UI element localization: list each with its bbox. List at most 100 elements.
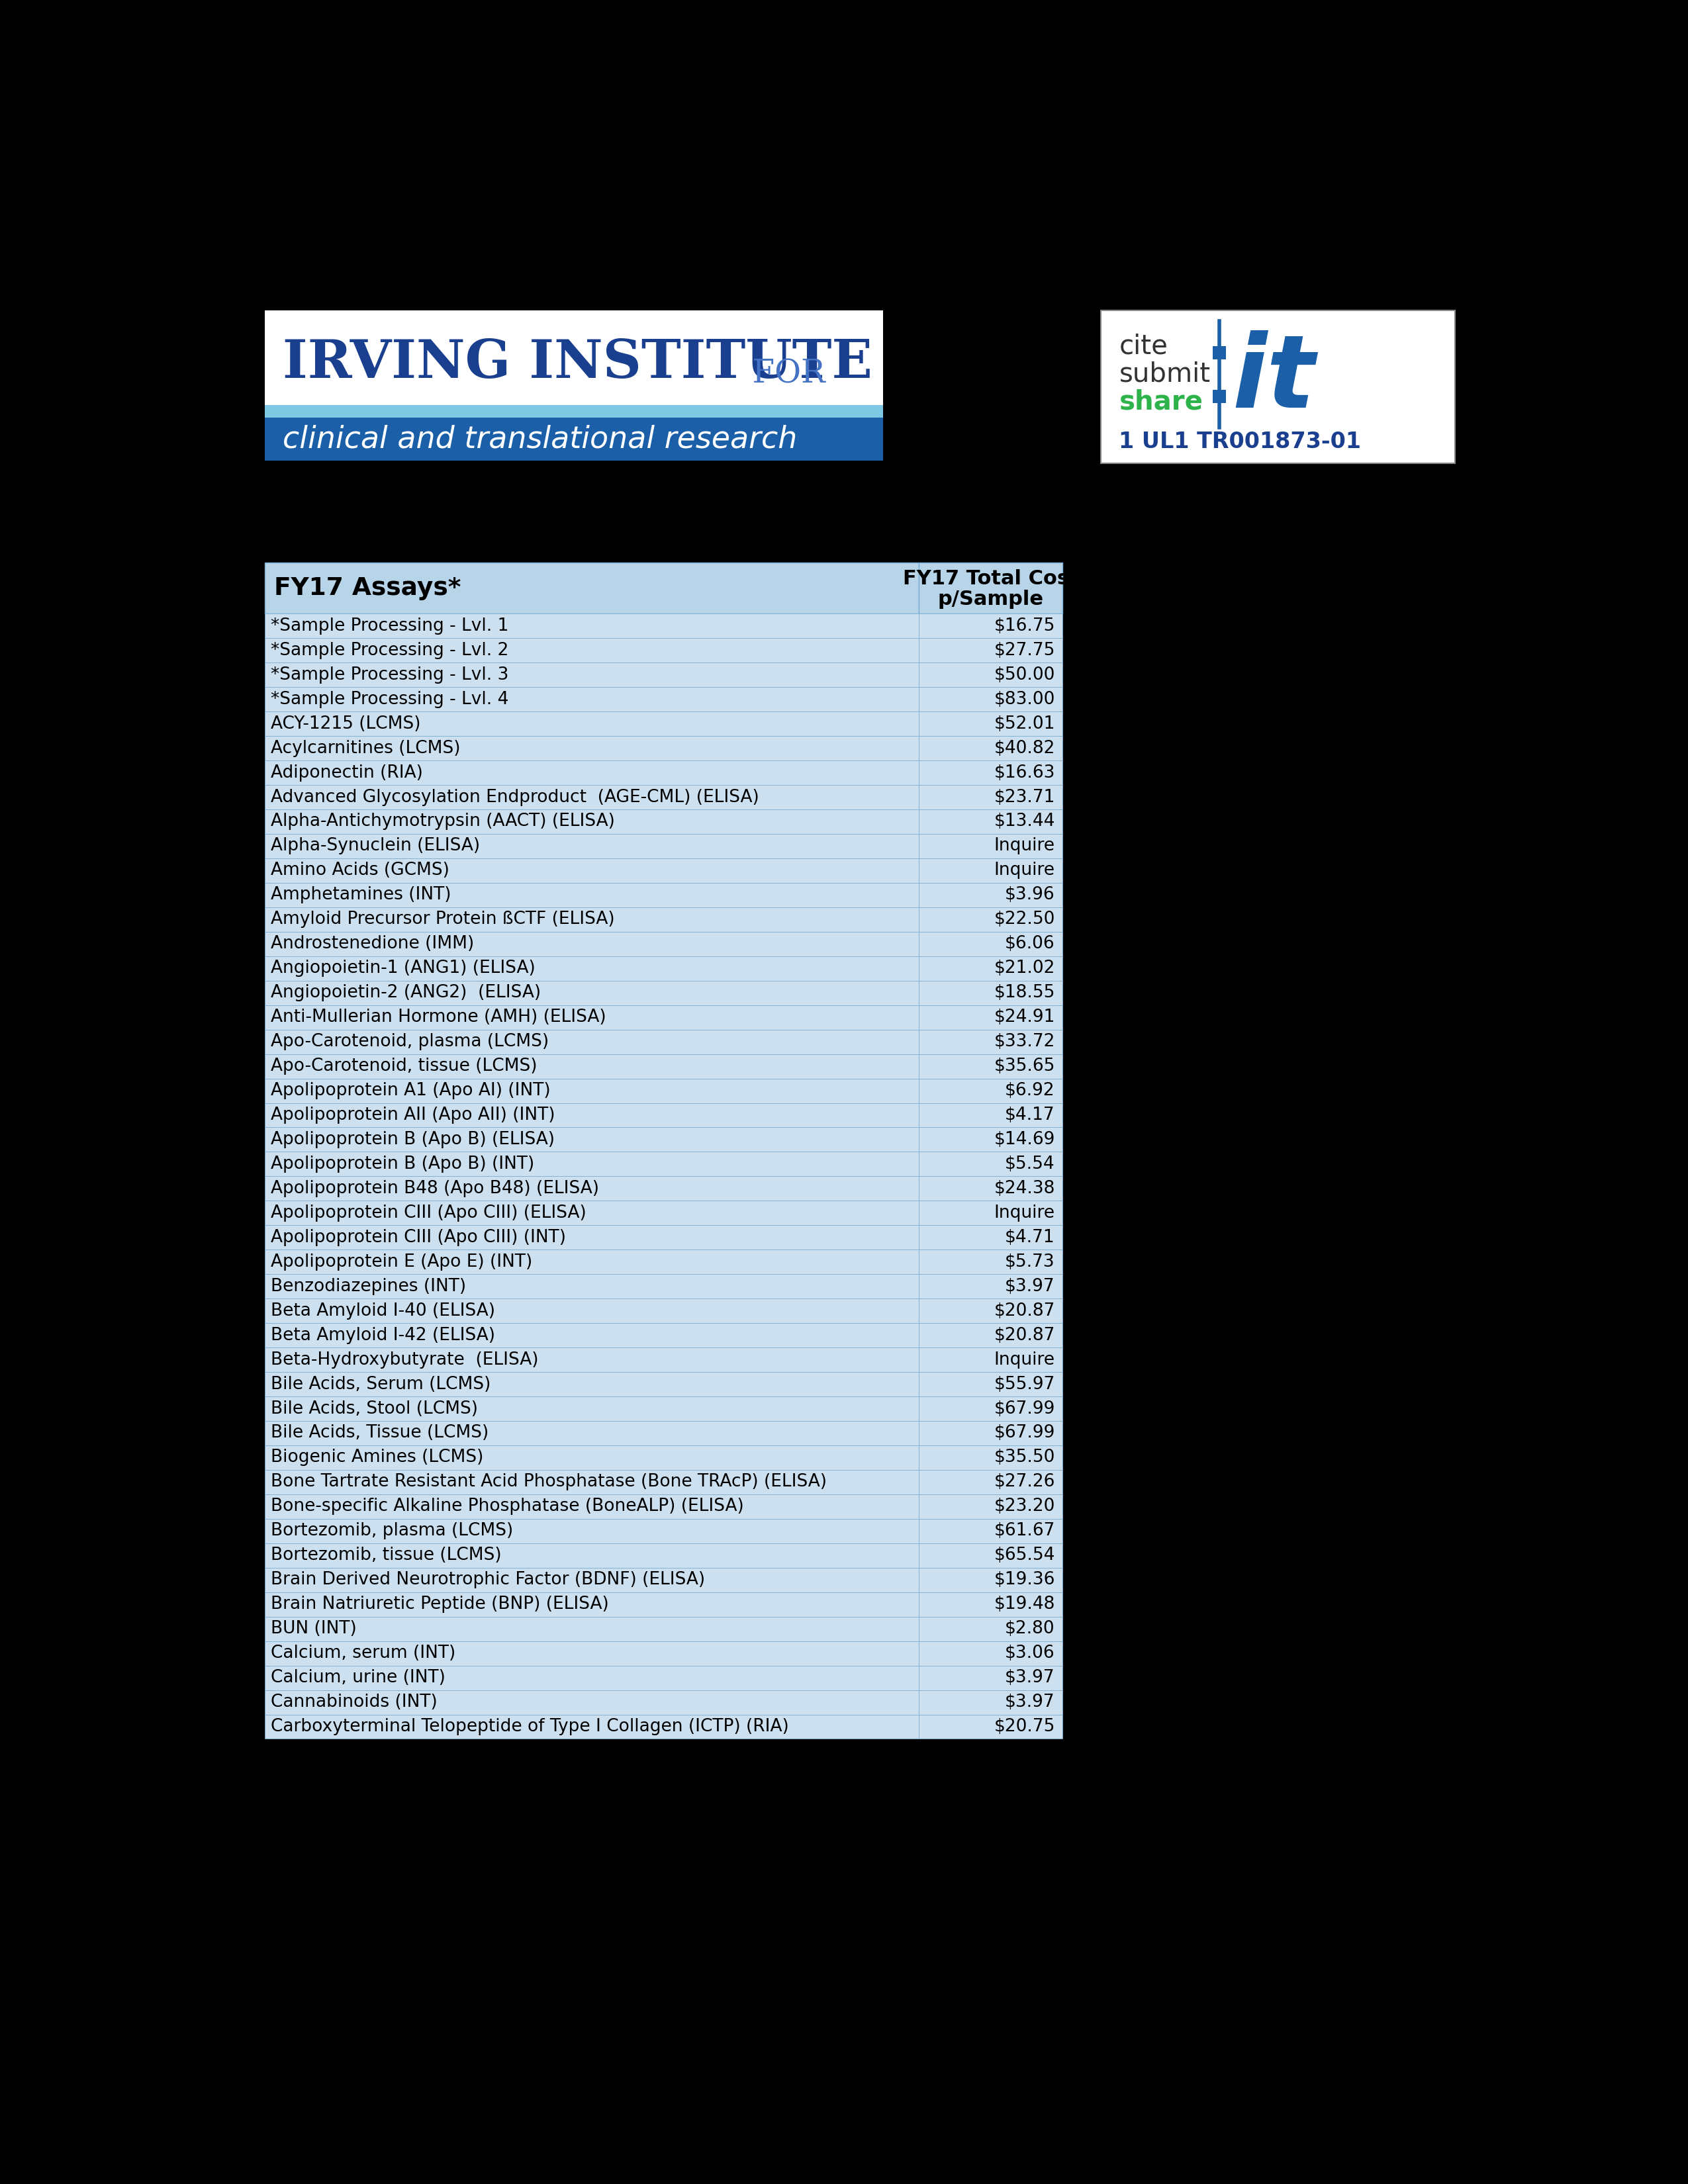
Text: Beta Amyloid I-42 (ELISA): Beta Amyloid I-42 (ELISA) <box>272 1326 496 1343</box>
Bar <box>918 1544 1063 1568</box>
Text: Apolipoprotein E (Apo E) (INT): Apolipoprotein E (Apo E) (INT) <box>272 1254 533 1271</box>
Bar <box>265 882 918 906</box>
Text: Apolipoprotein B (Apo B) (ELISA): Apolipoprotein B (Apo B) (ELISA) <box>272 1131 555 1149</box>
Text: IRVING INSTITUTE: IRVING INSTITUTE <box>284 339 873 389</box>
Bar <box>918 688 1063 712</box>
Bar <box>918 933 1063 957</box>
Text: Apolipoprotein AII (Apo AII) (INT): Apolipoprotein AII (Apo AII) (INT) <box>272 1107 555 1125</box>
Text: Bone-specific Alkaline Phosphatase (BoneALP) (ELISA): Bone-specific Alkaline Phosphatase (Bone… <box>272 1498 744 1516</box>
Bar <box>265 1494 918 1518</box>
Bar <box>918 662 1063 688</box>
Bar <box>918 1177 1063 1201</box>
Text: Inquire: Inquire <box>994 863 1055 880</box>
Text: Brain Derived Neurotrophic Factor (BDNF) (ELISA): Brain Derived Neurotrophic Factor (BDNF)… <box>272 1570 706 1588</box>
Text: it: it <box>1232 330 1315 428</box>
Bar <box>265 662 918 688</box>
Text: $27.26: $27.26 <box>994 1474 1055 1492</box>
Bar <box>918 1616 1063 1640</box>
Bar <box>265 834 918 858</box>
Text: Advanced Glycosylation Endproduct  (AGE-CML) (ELISA): Advanced Glycosylation Endproduct (AGE-C… <box>272 788 760 806</box>
Bar <box>265 1005 918 1029</box>
Text: p/Sample: p/Sample <box>939 590 1043 609</box>
Text: $33.72: $33.72 <box>994 1033 1055 1051</box>
Text: Beta-Hydroxybutyrate  (ELISA): Beta-Hydroxybutyrate (ELISA) <box>272 1352 538 1369</box>
Bar <box>1214 389 1225 402</box>
Text: $13.44: $13.44 <box>994 812 1055 830</box>
Text: Apolipoprotein A1 (Apo AI) (INT): Apolipoprotein A1 (Apo AI) (INT) <box>272 1081 550 1099</box>
Text: $3.06: $3.06 <box>1004 1645 1055 1662</box>
Text: *Sample Processing - Lvl. 4: *Sample Processing - Lvl. 4 <box>272 690 508 708</box>
Text: $14.69: $14.69 <box>994 1131 1055 1149</box>
Bar <box>265 563 918 614</box>
Bar <box>918 563 1063 614</box>
Bar <box>918 1690 1063 1714</box>
Text: Adiponectin (RIA): Adiponectin (RIA) <box>272 764 424 782</box>
Text: $35.65: $35.65 <box>994 1057 1055 1075</box>
Text: $6.06: $6.06 <box>1004 935 1055 952</box>
Bar <box>918 760 1063 784</box>
Bar <box>918 858 1063 882</box>
Bar <box>918 1470 1063 1494</box>
Text: Alpha-Synuclein (ELISA): Alpha-Synuclein (ELISA) <box>272 836 481 854</box>
Bar <box>265 1616 918 1640</box>
Text: Bile Acids, Stool (LCMS): Bile Acids, Stool (LCMS) <box>272 1400 478 1417</box>
Bar <box>918 1299 1063 1324</box>
Text: $4.17: $4.17 <box>1004 1107 1055 1125</box>
Bar <box>918 834 1063 858</box>
Text: $23.20: $23.20 <box>994 1498 1055 1516</box>
Bar <box>265 1151 918 1177</box>
Bar <box>918 1151 1063 1177</box>
Text: $3.97: $3.97 <box>1004 1693 1055 1710</box>
Text: FY17 Total Cost: FY17 Total Cost <box>903 570 1079 590</box>
Bar <box>918 906 1063 933</box>
Bar <box>265 1592 918 1616</box>
Bar <box>918 736 1063 760</box>
Bar <box>265 1324 918 1348</box>
Text: Apo-Carotenoid, plasma (LCMS): Apo-Carotenoid, plasma (LCMS) <box>272 1033 549 1051</box>
Bar <box>918 1372 1063 1396</box>
Bar <box>918 1225 1063 1249</box>
Text: Amphetamines (INT): Amphetamines (INT) <box>272 887 451 904</box>
Bar <box>265 933 918 957</box>
Bar <box>265 1422 918 1446</box>
Bar <box>1101 310 1455 463</box>
Bar <box>918 784 1063 810</box>
Bar <box>265 1372 918 1396</box>
Text: Acylcarnitines (LCMS): Acylcarnitines (LCMS) <box>272 740 461 758</box>
Text: $23.71: $23.71 <box>994 788 1055 806</box>
Text: $3.97: $3.97 <box>1004 1669 1055 1686</box>
Bar <box>1214 347 1225 360</box>
Text: $3.96: $3.96 <box>1004 887 1055 904</box>
Text: FY17 Assays*: FY17 Assays* <box>273 577 461 601</box>
Bar <box>265 1103 918 1127</box>
Text: Carboxyterminal Telopeptide of Type I Collagen (ICTP) (RIA): Carboxyterminal Telopeptide of Type I Co… <box>272 1719 790 1736</box>
Text: cite: cite <box>1119 332 1168 360</box>
Text: *Sample Processing - Lvl. 3: *Sample Processing - Lvl. 3 <box>272 666 508 684</box>
Text: Apolipoprotein CIII (Apo CIII) (INT): Apolipoprotein CIII (Apo CIII) (INT) <box>272 1230 565 1247</box>
Text: Angiopoietin-2 (ANG2)  (ELISA): Angiopoietin-2 (ANG2) (ELISA) <box>272 985 542 1002</box>
Text: $2.80: $2.80 <box>1004 1621 1055 1638</box>
Bar <box>265 1666 918 1690</box>
Text: Apo-Carotenoid, tissue (LCMS): Apo-Carotenoid, tissue (LCMS) <box>272 1057 537 1075</box>
Bar <box>918 1666 1063 1690</box>
Text: $65.54: $65.54 <box>994 1546 1055 1564</box>
Text: $4.71: $4.71 <box>1004 1230 1055 1247</box>
Text: Bone Tartrate Resistant Acid Phosphatase (Bone TRAcP) (ELISA): Bone Tartrate Resistant Acid Phosphatase… <box>272 1474 827 1492</box>
Bar <box>918 1568 1063 1592</box>
Bar <box>918 1518 1063 1544</box>
Text: $67.99: $67.99 <box>994 1424 1055 1441</box>
Text: Amino Acids (GCMS): Amino Acids (GCMS) <box>272 863 449 880</box>
Bar <box>918 1494 1063 1518</box>
Bar <box>265 1273 918 1299</box>
Bar <box>918 1249 1063 1273</box>
Text: $21.02: $21.02 <box>994 959 1055 976</box>
Text: Bile Acids, Serum (LCMS): Bile Acids, Serum (LCMS) <box>272 1376 491 1393</box>
Text: Cannabinoids (INT): Cannabinoids (INT) <box>272 1693 437 1710</box>
Text: share: share <box>1119 389 1204 415</box>
Bar <box>918 981 1063 1005</box>
Bar <box>265 1396 918 1422</box>
Bar <box>265 957 918 981</box>
Text: $5.73: $5.73 <box>1004 1254 1055 1271</box>
Text: Bile Acids, Tissue (LCMS): Bile Acids, Tissue (LCMS) <box>272 1424 490 1441</box>
Text: Beta Amyloid I-40 (ELISA): Beta Amyloid I-40 (ELISA) <box>272 1302 496 1319</box>
